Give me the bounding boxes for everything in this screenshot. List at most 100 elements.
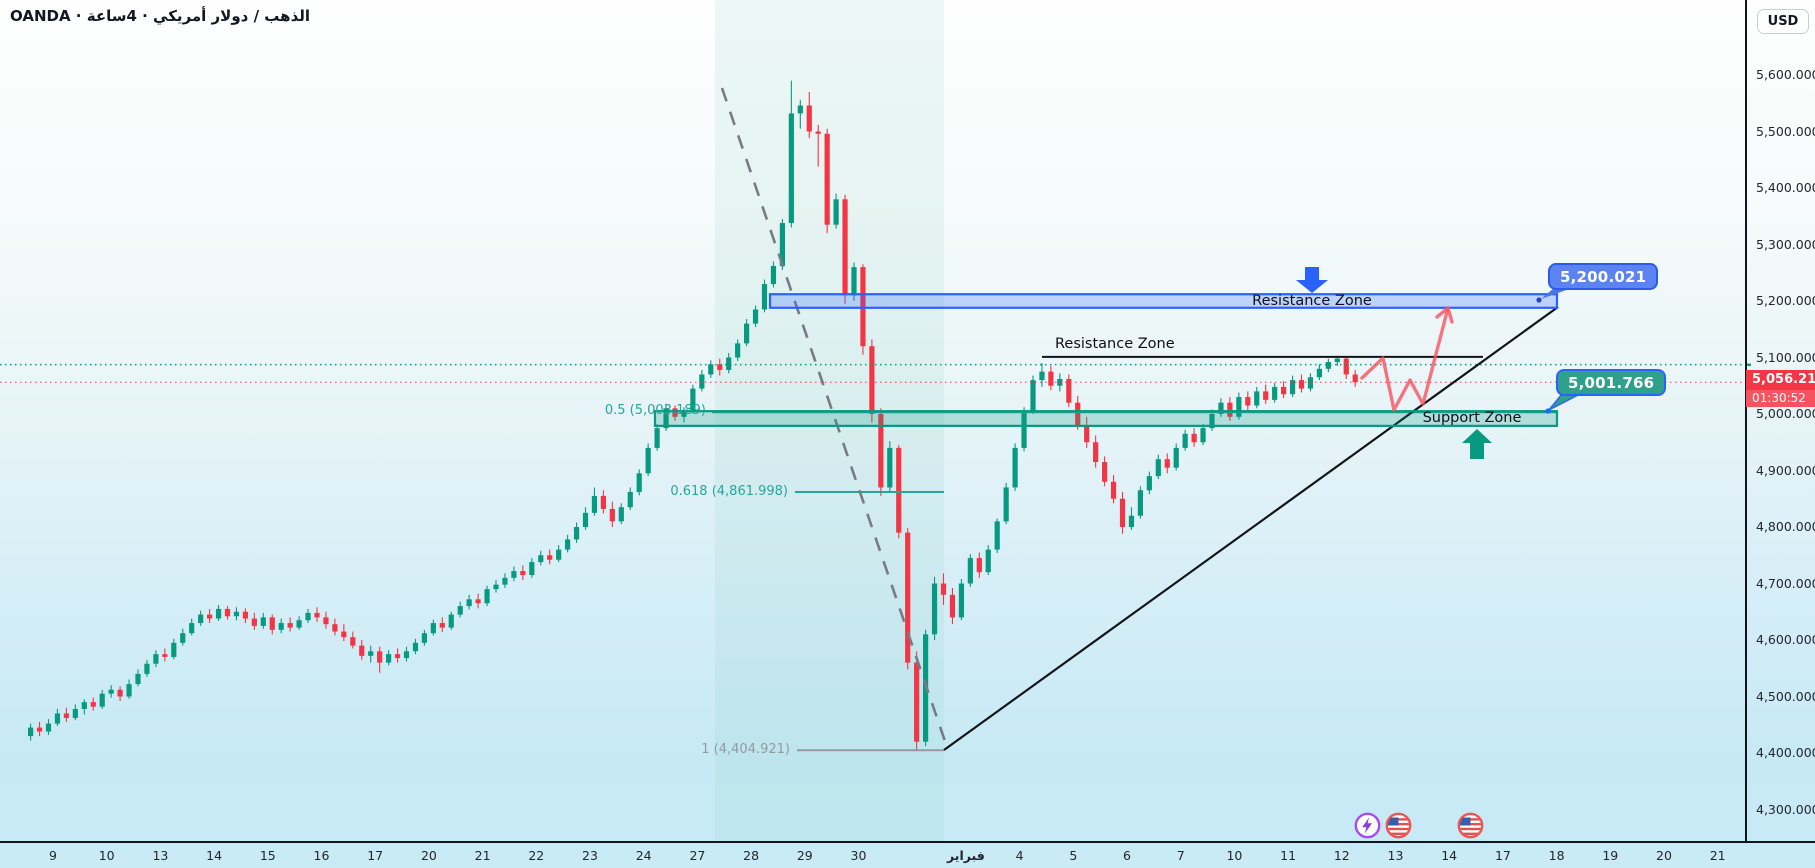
candle-body[interactable] bbox=[842, 199, 848, 296]
candle-body[interactable] bbox=[582, 512, 589, 527]
fib-level-0.618-label[interactable]: 0.618 (4,861.998) bbox=[670, 484, 788, 499]
candle-body[interactable] bbox=[28, 727, 34, 737]
candle-body[interactable] bbox=[976, 558, 982, 573]
candle-body[interactable] bbox=[761, 284, 768, 310]
green-up-arrow[interactable] bbox=[1462, 429, 1492, 459]
candle-body[interactable] bbox=[323, 617, 329, 625]
candle-body[interactable] bbox=[153, 654, 159, 664]
us-flag-event-icon[interactable] bbox=[1457, 812, 1484, 839]
candle-body[interactable] bbox=[573, 527, 580, 540]
candle-body[interactable] bbox=[887, 447, 893, 488]
candle-body[interactable] bbox=[905, 532, 911, 663]
candle-body[interactable] bbox=[1110, 481, 1117, 499]
candle-body[interactable] bbox=[708, 364, 714, 375]
candle-body[interactable] bbox=[368, 651, 374, 656]
candle-body[interactable] bbox=[797, 105, 803, 114]
candle-body[interactable] bbox=[126, 684, 132, 697]
candle-body[interactable] bbox=[1084, 425, 1090, 443]
candle-body[interactable] bbox=[779, 223, 785, 266]
candle-body[interactable] bbox=[198, 614, 204, 624]
resistance-zone-label[interactable]: Resistance Zone bbox=[1252, 293, 1372, 309]
candle-body[interactable] bbox=[332, 624, 338, 632]
candle-body[interactable] bbox=[386, 654, 392, 663]
candle-body[interactable] bbox=[287, 623, 293, 628]
candle-body[interactable] bbox=[1218, 402, 1224, 414]
candle-body[interactable] bbox=[1245, 397, 1251, 406]
candle-body[interactable] bbox=[1128, 515, 1135, 527]
candle-body[interactable] bbox=[520, 571, 526, 576]
economic-event-lightning-icon[interactable] bbox=[1354, 812, 1381, 839]
candle-body[interactable] bbox=[663, 408, 669, 429]
candle-body[interactable] bbox=[1334, 358, 1340, 363]
fib-level-0.5-label[interactable]: 0.5 (5,003.189) bbox=[604, 403, 706, 418]
candle-body[interactable] bbox=[1039, 371, 1045, 381]
candle-body[interactable] bbox=[117, 689, 123, 697]
resistance-target-callout[interactable]: 5,200.021 bbox=[1548, 263, 1659, 290]
candle-body[interactable] bbox=[878, 414, 884, 488]
currency-button[interactable]: USD bbox=[1757, 9, 1809, 34]
candle-body[interactable] bbox=[770, 265, 777, 285]
candle-body[interactable] bbox=[1209, 414, 1215, 429]
candle-body[interactable] bbox=[672, 408, 678, 417]
candle-body[interactable] bbox=[466, 599, 472, 607]
candle-body[interactable] bbox=[54, 713, 61, 724]
candle-body[interactable] bbox=[752, 309, 759, 324]
candle-body[interactable] bbox=[851, 267, 857, 296]
uptrend-line[interactable] bbox=[943, 306, 1559, 751]
candle-body[interactable] bbox=[162, 654, 168, 657]
candle-body[interactable] bbox=[699, 374, 705, 389]
fib-level-1-label[interactable]: 1 (4,404.921) bbox=[701, 742, 790, 757]
candle-body[interactable] bbox=[36, 727, 43, 732]
candle-body[interactable] bbox=[538, 555, 544, 563]
candle-body[interactable] bbox=[1200, 428, 1206, 443]
candle-body[interactable] bbox=[1048, 371, 1054, 386]
candle-body[interactable] bbox=[806, 105, 812, 132]
candle-body[interactable] bbox=[108, 689, 114, 694]
candle-body[interactable] bbox=[421, 633, 427, 643]
last-price-tag[interactable]: 5,056.215 01:30:52 bbox=[1746, 370, 1815, 407]
candle-body[interactable] bbox=[189, 623, 195, 634]
candle-body[interactable] bbox=[1173, 447, 1179, 468]
candle-body[interactable] bbox=[72, 708, 78, 718]
candle-body[interactable] bbox=[1003, 487, 1009, 522]
candle-body[interactable] bbox=[457, 606, 463, 615]
candle-body[interactable] bbox=[377, 651, 383, 663]
candle-body[interactable] bbox=[985, 549, 991, 573]
candle-body[interactable] bbox=[296, 620, 302, 628]
symbol-title[interactable]: الذهب / دولار أمريكي · 4ساعة · OANDA bbox=[10, 7, 311, 25]
candle-body[interactable] bbox=[931, 583, 938, 635]
candle-body[interactable] bbox=[556, 549, 562, 560]
candle-body[interactable] bbox=[949, 594, 956, 618]
us-flag-event-icon[interactable] bbox=[1385, 812, 1412, 839]
candle-body[interactable] bbox=[233, 611, 240, 617]
candle-body[interactable] bbox=[1155, 459, 1161, 477]
projection-zigzag-arrow[interactable] bbox=[1360, 306, 1450, 412]
candle-body[interactable] bbox=[251, 618, 257, 626]
candle-body[interactable] bbox=[242, 611, 248, 619]
candle-body[interactable] bbox=[565, 539, 571, 550]
candle-body[interactable] bbox=[788, 113, 794, 224]
candle-body[interactable] bbox=[967, 558, 973, 584]
candle-body[interactable] bbox=[1272, 386, 1278, 400]
support-zone-label[interactable]: Support Zone bbox=[1422, 410, 1522, 426]
candle-body[interactable] bbox=[1325, 362, 1331, 369]
candle-body[interactable] bbox=[869, 346, 875, 414]
candle-body[interactable] bbox=[994, 521, 1000, 550]
candle-body[interactable] bbox=[1352, 374, 1358, 383]
candle-body[interactable] bbox=[1227, 402, 1233, 417]
candle-body[interactable] bbox=[1057, 378, 1063, 386]
candle-body[interactable] bbox=[1075, 402, 1081, 426]
candle-body[interactable] bbox=[439, 623, 445, 628]
candle-body[interactable] bbox=[1343, 358, 1349, 375]
candle-body[interactable] bbox=[735, 343, 741, 358]
candle-body[interactable] bbox=[511, 571, 517, 578]
candle-body[interactable] bbox=[448, 614, 454, 628]
resistance-line-label[interactable]: Resistance Zone bbox=[1055, 336, 1175, 352]
candle-body[interactable] bbox=[305, 612, 311, 621]
candle-body[interactable] bbox=[690, 388, 696, 412]
candle-body[interactable] bbox=[1263, 391, 1269, 400]
candle-body[interactable] bbox=[1146, 476, 1152, 491]
candle-body[interactable] bbox=[1137, 490, 1143, 516]
candle-body[interactable] bbox=[1030, 380, 1036, 412]
